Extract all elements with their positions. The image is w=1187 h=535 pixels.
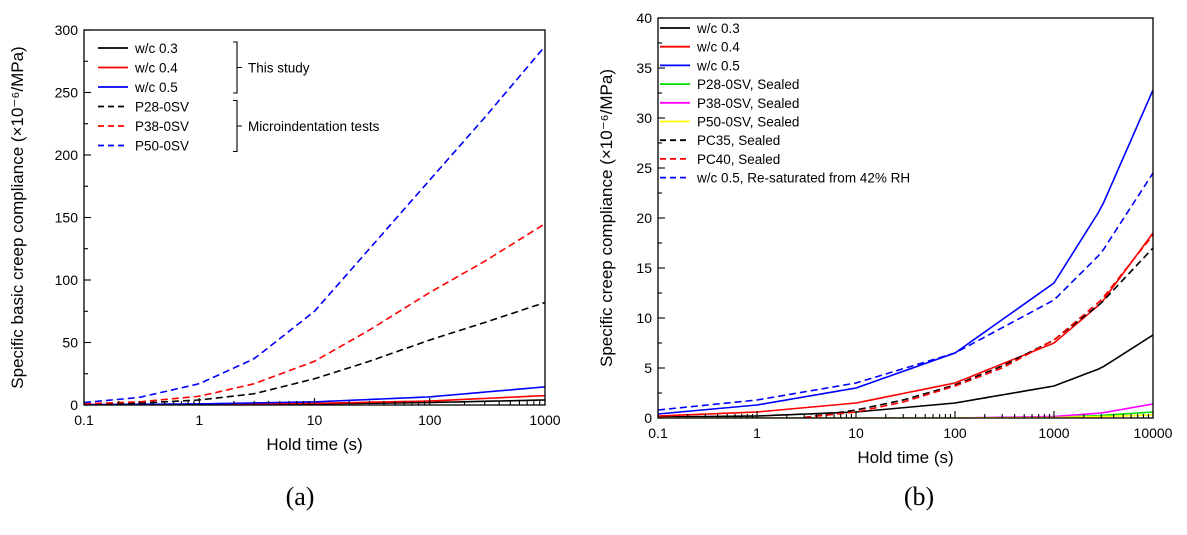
y-tick-label: 30 (636, 110, 652, 126)
y-tick-label: 250 (55, 85, 79, 101)
legend-entry: w/c 0.5, Re-saturated from 42% RH (696, 171, 910, 186)
legend-entry: PC35, Sealed (697, 133, 780, 148)
series-line-1 (658, 232, 1153, 417)
x-tick-label: 100 (943, 425, 967, 441)
x-tick-label: 10000 (1134, 425, 1173, 441)
legend: w/c 0.3 w/c 0.4 w/c 0.5 P28-0SV, Sealed P38-… (660, 21, 910, 186)
y-tick-label: 5 (644, 360, 652, 376)
legend-entry: P38-0SV, Sealed (697, 96, 799, 111)
y-tick-label: 40 (636, 10, 652, 26)
y-tick-label: 50 (62, 335, 78, 351)
legend-entry: w/c 0.3 (134, 41, 178, 56)
series-line-5 (658, 414, 1153, 418)
x-axis-title: Hold time (s) (266, 435, 362, 454)
y-tick-label: 10 (636, 310, 652, 326)
legend-entry: P28-0SV, Sealed (697, 77, 799, 92)
legend-entry: w/c 0.4 (134, 61, 178, 76)
legend-entry: w/c 0.4 (696, 40, 740, 55)
x-axis-title: Hold time (s) (857, 448, 953, 467)
x-tick-label: 10 (307, 412, 323, 428)
series-line-2 (658, 89, 1153, 415)
x-tick-label: 1000 (1038, 425, 1069, 441)
y-tick-label: 15 (636, 260, 652, 276)
legend-entry: w/c 0.5 (696, 58, 740, 73)
series-lines (658, 89, 1153, 418)
y-tick-label: 0 (644, 410, 652, 426)
y-axis-title: Specific basic creep compliance (×10⁻⁶/M… (8, 46, 27, 388)
series-line-5 (84, 45, 545, 404)
series-line-4 (84, 223, 545, 405)
group-label: Microindentation tests (248, 119, 380, 134)
y-axis-title: Specific creep compliance (×10⁻⁶/MPa) (597, 69, 616, 367)
x-tick-label: 1 (753, 425, 761, 441)
y-tick-label: 100 (55, 272, 79, 288)
x-tick-label: 1000 (529, 412, 560, 428)
legend-entry: P50-0SV, Sealed (697, 115, 799, 130)
y-tick-label: 0 (70, 397, 78, 413)
x-tick-label: 0.1 (648, 425, 668, 441)
series-line-8 (658, 172, 1153, 411)
panel-caption: (b) (904, 482, 934, 511)
series-line-4 (658, 403, 1153, 418)
panel-b: 0.1 1 10 100 1000 10000 0 5 10 15 20 25 30 35 40 Hold t… (597, 10, 1173, 511)
series-line-0 (658, 334, 1153, 418)
legend-entry: w/c 0.3 (696, 21, 740, 36)
legend-entry: P50-0SV (135, 139, 189, 154)
x-tick-label: 100 (418, 412, 442, 428)
x-tick-label: 10 (848, 425, 864, 441)
series-line-6 (804, 247, 1153, 418)
panel-a: 0.1 1 10 100 1000 0 50 100 150 200 250 300 Hold time… (8, 22, 561, 511)
panel-caption: (a) (286, 482, 315, 511)
y-tick-label: 200 (55, 147, 79, 163)
x-tick-label: 1 (195, 412, 203, 428)
legend-entry: w/c 0.5 (134, 80, 178, 95)
group-bracket (233, 99, 242, 153)
group-bracket (233, 41, 242, 94)
legend-entry: P38-0SV (135, 119, 189, 134)
y-tick-label: 300 (55, 22, 79, 38)
group-brackets: This study Microindentation tests (233, 41, 380, 153)
legend: w/c 0.3 w/c 0.4 w/c 0.5 P28-0SV P38-0SV P50-0… (98, 41, 189, 154)
y-tick-label: 150 (55, 210, 79, 226)
group-label: This study (248, 61, 310, 76)
x-tick-label: 0.1 (74, 412, 94, 428)
legend-entry: P28-0SV (135, 100, 189, 115)
y-tick-label: 20 (636, 210, 652, 226)
legend-entry: PC40, Sealed (697, 152, 780, 167)
y-tick-label: 25 (636, 160, 652, 176)
y-tick-label: 35 (636, 60, 652, 76)
series-line-3 (84, 301, 545, 405)
series-line-7 (804, 234, 1153, 418)
